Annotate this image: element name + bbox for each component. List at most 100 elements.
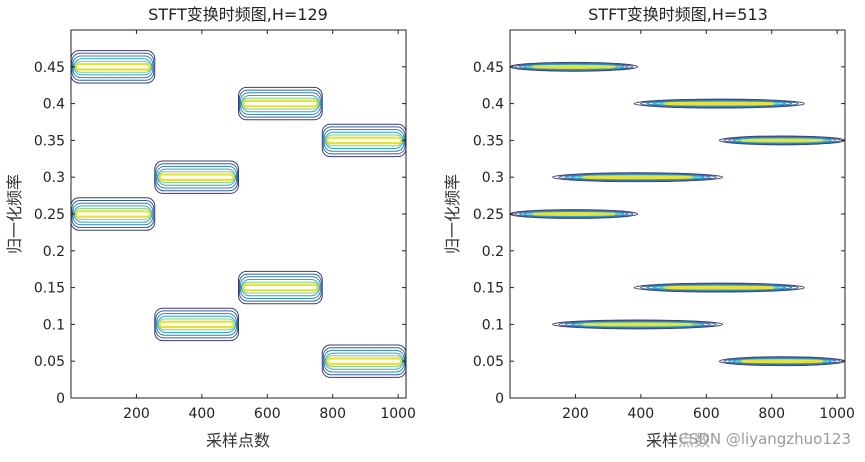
right-plot: STFT变换时频图,H=513 200 400 600 800 1000 0 0.05 0.1… bbox=[443, 5, 855, 450]
right-contour-layer bbox=[510, 61, 845, 367]
right-segment-5 bbox=[633, 282, 805, 293]
right-segment-2 bbox=[552, 172, 724, 183]
left-contour-layer bbox=[71, 50, 406, 378]
right-segment-2-level-5 bbox=[582, 175, 693, 180]
left-segment-1 bbox=[71, 197, 156, 231]
left-segment-4-level-5 bbox=[242, 99, 319, 108]
left-segment-4-level-0 bbox=[238, 86, 323, 121]
right-ytick-label-5: 0.25 bbox=[473, 207, 504, 223]
left-segment-4 bbox=[238, 86, 323, 121]
right-segment-7-level-3 bbox=[732, 358, 832, 364]
right-segment-5-level-1 bbox=[640, 283, 799, 292]
right-ytick-label-8: 0.4 bbox=[482, 97, 504, 113]
watermark: CSDN @liyangzhuo123 bbox=[678, 430, 851, 448]
left-ytick-label-3: 0.15 bbox=[34, 281, 65, 297]
left-segment-6-level-2 bbox=[323, 129, 405, 152]
left-ytick-label-5: 0.25 bbox=[34, 207, 65, 223]
left-segment-2-level-3 bbox=[157, 168, 236, 186]
right-xtick-label-0: 200 bbox=[562, 406, 589, 422]
left-segment-4-level-2 bbox=[240, 92, 321, 115]
right-segment-0-level-1 bbox=[514, 62, 634, 71]
left-plot: STFT变换时频图,H=129 200 400 600 800 1000 0 0.05 0.1… bbox=[5, 5, 416, 450]
right-segment-3-level-2 bbox=[564, 320, 711, 328]
right-segment-7-level-5 bbox=[741, 359, 824, 364]
left-segment-3-level-0 bbox=[154, 307, 239, 342]
left-segment-3-level-5 bbox=[158, 320, 235, 329]
right-segment-7 bbox=[718, 356, 845, 367]
right-xtick-label-4: 1000 bbox=[819, 406, 855, 422]
left-title: STFT变换时频图,H=129 bbox=[148, 5, 328, 24]
left-segment-1-level-1 bbox=[71, 200, 155, 228]
right-segment-2-level-0 bbox=[552, 172, 724, 183]
right-xtick-label-3: 800 bbox=[758, 406, 785, 422]
left-segment-1-level-5 bbox=[74, 210, 151, 218]
left-segment-2-level-5 bbox=[158, 173, 235, 181]
left-xtick-label-0: 200 bbox=[123, 406, 150, 422]
left-segment-6-level-1 bbox=[322, 126, 406, 155]
left-segment-2-level-1 bbox=[155, 163, 238, 192]
right-ytick-label-9: 0.45 bbox=[473, 60, 504, 76]
right-segment-3-level-5 bbox=[582, 322, 693, 327]
right-segment-5-level-0 bbox=[633, 282, 805, 293]
right-segment-5-level-2 bbox=[646, 284, 793, 292]
right-segment-1-level-5 bbox=[532, 212, 616, 216]
left-segment-1-level-0 bbox=[71, 197, 156, 231]
right-segment-2-level-3 bbox=[570, 174, 705, 180]
left-segment-3-level-3 bbox=[157, 315, 236, 333]
left-segment-0-level-2 bbox=[72, 55, 154, 79]
right-segment-5-level-5 bbox=[664, 285, 775, 290]
right-ytick-label-3: 0.15 bbox=[473, 281, 504, 297]
right-tick-layer: 200 400 600 800 1000 0 0.05 0.1 0.15 0.2 0.25 0.3 0.… bbox=[473, 30, 855, 422]
left-segment-7 bbox=[321, 344, 406, 378]
right-segment-4-level-2 bbox=[646, 100, 793, 108]
left-segment-6-level-5 bbox=[326, 136, 403, 145]
right-segment-5-level-3 bbox=[652, 284, 787, 291]
right-title: STFT变换时频图,H=513 bbox=[588, 5, 768, 24]
right-xtick-label-2: 600 bbox=[693, 406, 720, 422]
left-segment-1-level-2 bbox=[72, 202, 154, 226]
right-segment-1-level-1 bbox=[514, 209, 634, 219]
right-segment-3-level-1 bbox=[558, 320, 717, 329]
left-xlabel: 采样点数 bbox=[206, 431, 270, 450]
right-ytick-label-4: 0.2 bbox=[482, 244, 504, 260]
left-xtick-label-1: 400 bbox=[188, 406, 215, 422]
left-ytick-label-2: 0.1 bbox=[43, 317, 65, 333]
right-segment-3-level-0 bbox=[552, 319, 724, 330]
left-segment-2 bbox=[154, 160, 239, 194]
left-tick-layer: 200 400 600 800 1000 0 0.05 0.1 0.15 0.2 0.25 0.3 0.… bbox=[34, 30, 416, 422]
right-segment-4-level-3 bbox=[652, 100, 787, 107]
left-segment-7-level-5 bbox=[326, 357, 403, 365]
right-ytick-label-1: 0.05 bbox=[473, 354, 504, 370]
left-segment-7-level-0 bbox=[321, 344, 406, 378]
left-segment-5-level-1 bbox=[239, 273, 322, 302]
right-segment-1-level-0 bbox=[510, 209, 639, 219]
right-segment-6-level-1 bbox=[723, 136, 841, 145]
left-ytick-label-0: 0 bbox=[56, 391, 65, 407]
right-segment-1 bbox=[510, 209, 639, 219]
right-segment-4-level-0 bbox=[633, 98, 805, 109]
left-ytick-label-4: 0.2 bbox=[43, 244, 65, 260]
left-segment-4-level-1 bbox=[239, 89, 322, 118]
left-segment-2-level-2 bbox=[156, 165, 237, 189]
right-ytick-label-2: 0.1 bbox=[482, 317, 504, 333]
left-segment-6-level-0 bbox=[321, 123, 406, 158]
right-segment-4 bbox=[633, 98, 805, 109]
right-segment-7-level-1 bbox=[723, 357, 841, 366]
right-segment-6-level-5 bbox=[741, 138, 824, 143]
right-segment-3-level-3 bbox=[570, 321, 705, 328]
right-segment-4-level-1 bbox=[640, 99, 799, 108]
right-segment-6-level-0 bbox=[718, 135, 845, 146]
right-segment-0-level-2 bbox=[518, 63, 629, 71]
left-segment-0-level-5 bbox=[74, 63, 151, 71]
right-segment-3 bbox=[552, 319, 724, 330]
left-segment-0 bbox=[71, 50, 156, 84]
left-segment-7-level-1 bbox=[322, 347, 406, 376]
left-segment-5-level-3 bbox=[241, 279, 320, 297]
right-segment-4-level-5 bbox=[664, 101, 775, 106]
right-ylabel: 归一化频率 bbox=[443, 174, 462, 254]
right-segment-0-level-5 bbox=[532, 64, 616, 69]
right-segment-0-level-0 bbox=[510, 61, 639, 72]
left-segment-5 bbox=[238, 270, 323, 305]
left-segment-3 bbox=[154, 307, 239, 342]
